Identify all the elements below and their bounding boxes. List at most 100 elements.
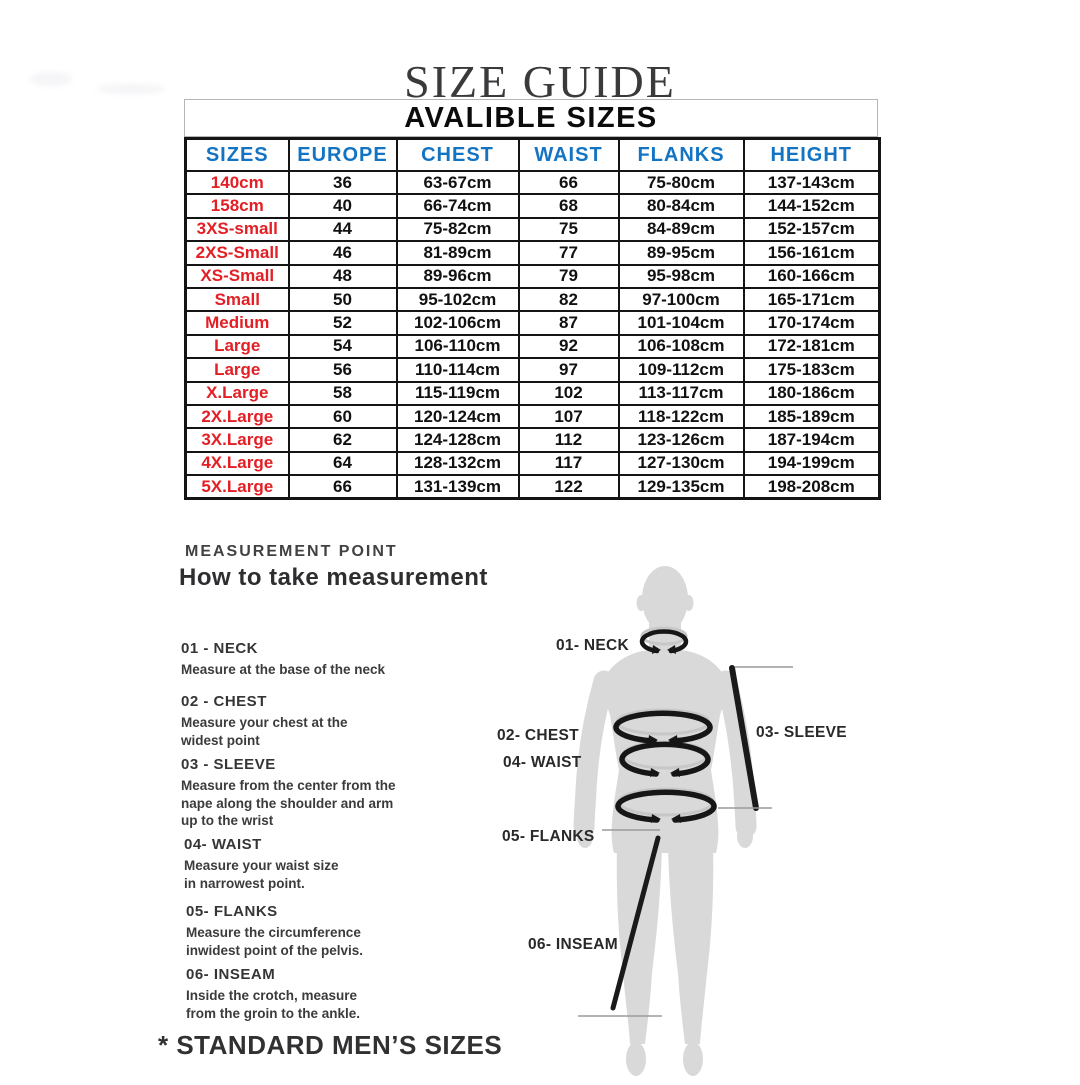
chest-band bbox=[613, 710, 713, 744]
size-name-cell: XS-Small bbox=[184, 263, 290, 289]
size-value-cell: 102 bbox=[517, 380, 620, 406]
size-value-cell: 97 bbox=[517, 357, 620, 383]
size-value-cell: 89-95cm bbox=[617, 240, 745, 266]
size-name-cell: 3XS-small bbox=[184, 216, 290, 243]
size-value-cell: 52 bbox=[287, 310, 398, 336]
size-value-cell: 40 bbox=[287, 193, 398, 219]
size-value-cell: 131-139cm bbox=[395, 474, 520, 500]
size-row: Medium 52 102-106cm 87 101-104cm 170-174cm bbox=[184, 310, 881, 336]
size-value-cell: 106-108cm bbox=[617, 333, 745, 360]
how-to-heading: How to take measurement bbox=[179, 564, 488, 591]
item-title: 06- INSEAM bbox=[186, 966, 276, 983]
size-value-cell: 128-132cm bbox=[395, 450, 520, 477]
size-row: X.Large 58 115-119cm 102 113-117cm 180-186cm bbox=[184, 380, 881, 406]
size-value-cell: 60 bbox=[287, 403, 398, 430]
column-header-chest: CHEST bbox=[395, 137, 520, 172]
size-value-cell: 106-110cm bbox=[395, 333, 520, 360]
column-header-height: HEIGHT bbox=[742, 137, 881, 172]
size-value-cell: 58 bbox=[287, 380, 398, 406]
silhouette bbox=[573, 566, 757, 1076]
size-value-cell: 112 bbox=[517, 427, 620, 453]
size-row: XS-Small 48 89-96cm 79 95-98cm 160-166cm bbox=[184, 263, 881, 289]
size-value-cell: 113-117cm bbox=[617, 380, 745, 406]
item-desc: Measure the circumference inwidest point… bbox=[186, 925, 364, 958]
size-value-cell: 102-106cm bbox=[395, 310, 520, 336]
size-value-cell: 89-96cm bbox=[395, 263, 520, 289]
sizes-table: SIZES EUROPE CHEST WAIST FLANKS HEIGHT 140cm 3… bbox=[184, 137, 881, 501]
footnote: * STANDARD MEN’S SIZES bbox=[158, 1030, 503, 1060]
neck-band bbox=[639, 629, 689, 654]
figure-label-chest: 02- CHEST bbox=[497, 727, 579, 744]
watermark-artifact bbox=[30, 72, 72, 86]
item-desc: Measure your waist size in narrowest poi… bbox=[184, 858, 339, 891]
figure-label-neck: 01- NECK bbox=[556, 637, 630, 654]
figure-label-sleeve: 03- SLEEVE bbox=[756, 724, 847, 741]
size-value-cell: 44 bbox=[287, 216, 398, 243]
size-row: 140cm 36 63-67cm 66 75-80cm 137-143cm bbox=[184, 169, 881, 196]
size-row: Small 50 95-102cm 82 97-100cm 165-171cm bbox=[184, 286, 881, 313]
body-measurement-figure bbox=[573, 566, 793, 1076]
size-value-cell: 185-189cm bbox=[742, 403, 881, 430]
size-value-cell: 107 bbox=[517, 403, 620, 430]
size-value-cell: 79 bbox=[517, 263, 620, 289]
column-header-waist: WAIST bbox=[517, 137, 620, 172]
size-row: 2X.Large 60 120-124cm 107 118-122cm 185-189cm bbox=[184, 403, 881, 430]
item-desc: Measure your chest at the widest point bbox=[181, 715, 348, 748]
size-value-cell: 36 bbox=[287, 169, 398, 196]
size-row: Large 54 106-110cm 92 106-108cm 172-181cm bbox=[184, 333, 881, 360]
column-header-flanks: FLANKS bbox=[617, 137, 745, 172]
size-row: 4X.Large 64 128-132cm 117 127-130cm 194-199cm bbox=[184, 450, 881, 477]
size-value-cell: 101-104cm bbox=[617, 310, 745, 336]
inseam-line bbox=[610, 835, 661, 1011]
size-value-cell: 54 bbox=[287, 333, 398, 360]
size-name-cell: Large bbox=[184, 357, 290, 383]
size-name-cell: X.Large bbox=[184, 380, 290, 406]
size-name-cell: 3X.Large bbox=[184, 427, 290, 453]
size-table-section: AVALIBLE SIZES SIZES EUROPE CHEST WAIST FLAN… bbox=[184, 99, 881, 501]
size-value-cell: 75-80cm bbox=[617, 169, 745, 196]
size-name-cell: Medium bbox=[184, 310, 290, 336]
size-value-cell: 64 bbox=[287, 450, 398, 477]
size-value-cell: 144-152cm bbox=[742, 193, 881, 219]
figure-label-flanks: 05- FLANKS bbox=[502, 828, 595, 845]
page-title: SIZE GUIDE bbox=[404, 55, 676, 107]
size-value-cell: 95-102cm bbox=[395, 286, 520, 313]
size-value-cell: 160-166cm bbox=[742, 263, 881, 289]
size-name-cell: 140cm bbox=[184, 169, 290, 196]
size-value-cell: 122 bbox=[517, 474, 620, 500]
size-value-cell: 152-157cm bbox=[742, 216, 881, 243]
size-name-cell: Small bbox=[184, 286, 290, 313]
size-value-cell: 48 bbox=[287, 263, 398, 289]
size-row: 158cm 40 66-74cm 68 80-84cm 144-152cm bbox=[184, 193, 881, 219]
item-desc: Measure at the base of the neck bbox=[181, 662, 386, 677]
column-header-sizes: SIZES bbox=[184, 137, 290, 172]
figure-label-waist: 04- WAIST bbox=[503, 754, 582, 771]
item-desc: Measure from the center from the nape al… bbox=[181, 778, 396, 828]
measurement-item-chest: 02 - CHEST Measure your chest at the wid… bbox=[181, 693, 348, 749]
item-title: 04- WAIST bbox=[184, 836, 262, 853]
size-value-cell: 118-122cm bbox=[617, 403, 745, 430]
size-name-cell: 5X.Large bbox=[184, 474, 290, 500]
size-value-cell: 97-100cm bbox=[617, 286, 745, 313]
size-value-cell: 68 bbox=[517, 193, 620, 219]
size-value-cell: 187-194cm bbox=[742, 427, 881, 453]
size-name-cell: 2X.Large bbox=[184, 403, 290, 430]
item-title: 02 - CHEST bbox=[181, 693, 267, 710]
measurement-item-inseam: 06- INSEAM Inside the crotch, measure fr… bbox=[186, 966, 360, 1022]
size-value-cell: 198-208cm bbox=[742, 474, 881, 500]
size-name-cell: Large bbox=[184, 333, 290, 360]
item-title: 05- FLANKS bbox=[186, 903, 278, 920]
measurement-item-sleeve: 03 - SLEEVE Measure from the center from… bbox=[181, 756, 396, 830]
size-value-cell: 84-89cm bbox=[617, 216, 745, 243]
size-value-cell: 129-135cm bbox=[617, 474, 745, 500]
size-value-cell: 75 bbox=[517, 216, 620, 243]
size-row: 3XS-small 44 75-82cm 75 84-89cm 152-157cm bbox=[184, 216, 881, 243]
size-value-cell: 124-128cm bbox=[395, 427, 520, 453]
item-desc: Inside the crotch, measure from the groi… bbox=[186, 988, 361, 1021]
size-value-cell: 80-84cm bbox=[617, 193, 745, 219]
size-value-cell: 95-98cm bbox=[617, 263, 745, 289]
size-name-cell: 2XS-Small bbox=[184, 240, 290, 266]
table-heading: AVALIBLE SIZES bbox=[184, 99, 878, 137]
figure-label-inseam: 06- INSEAM bbox=[528, 936, 618, 953]
size-value-cell: 46 bbox=[287, 240, 398, 266]
